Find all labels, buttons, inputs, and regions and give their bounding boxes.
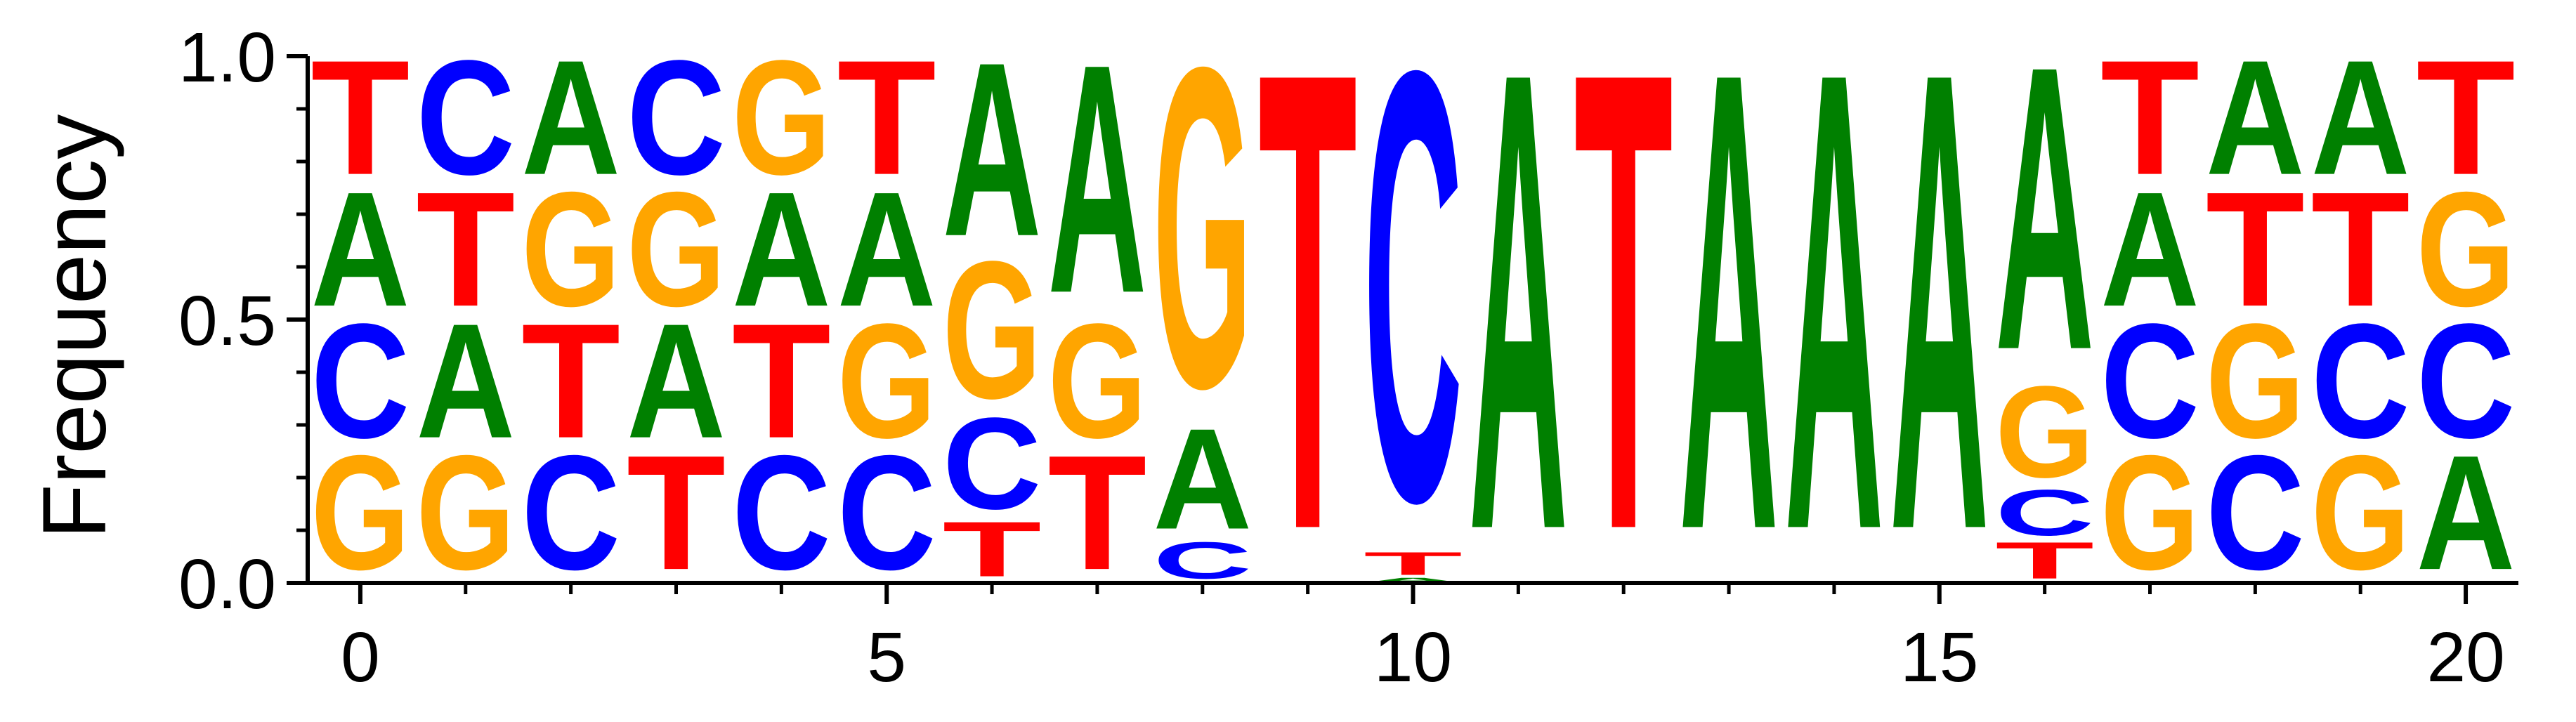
logo-letter-A-pos-14: A bbox=[1784, 0, 1883, 666]
logo-letter-G-pos-18: G bbox=[2206, 290, 2305, 473]
logo-letter-C-pos-1: C bbox=[416, 27, 515, 209]
logo-letter-C-pos-4: C bbox=[732, 422, 831, 604]
logo-letter-T-pos-7: T bbox=[1047, 421, 1146, 604]
y-tick-label-0.5: 0.5 bbox=[178, 282, 276, 360]
logo-letter-C-pos-3: C bbox=[627, 27, 726, 209]
logo-letter-C-pos-19: C bbox=[2311, 290, 2410, 472]
logo-letter-G-pos-17: G bbox=[2100, 421, 2199, 604]
logo-letter-A-pos-17: A bbox=[2100, 159, 2199, 341]
logo-letter-C-pos-8: C bbox=[1153, 532, 1252, 590]
logo-letter-T-pos-16: T bbox=[1995, 532, 2094, 590]
logo-letter-G-pos-1: G bbox=[416, 421, 515, 604]
logo-letter-T-pos-1: T bbox=[416, 158, 515, 341]
logo-letter-T-pos-2: T bbox=[521, 290, 620, 473]
logo-letter-A-pos-4: A bbox=[732, 159, 831, 341]
logo-letter-G-pos-5: G bbox=[837, 290, 936, 473]
logo-letter-A-pos-0: A bbox=[310, 159, 410, 341]
x-tick-label-20: 20 bbox=[2426, 618, 2504, 697]
logo-letter-G-pos-16: G bbox=[1995, 359, 2094, 505]
logo-letter-C-pos-17: C bbox=[2100, 290, 2199, 472]
logo-letter-T-pos-17: T bbox=[2100, 27, 2199, 209]
logo-letter-A-pos-1: A bbox=[416, 290, 515, 472]
logo-letter-C-pos-10: C bbox=[1364, 0, 1463, 630]
y-tick-label-1.0: 1.0 bbox=[178, 18, 276, 97]
logo-letter-C-pos-6: C bbox=[943, 390, 1042, 537]
logo-letter-T-pos-5: T bbox=[837, 27, 936, 209]
logo-letter-T-pos-0: T bbox=[310, 27, 410, 209]
logo-letter-T-pos-6: T bbox=[943, 506, 1042, 593]
logo-letter-C-pos-20: C bbox=[2417, 290, 2516, 472]
logo-letter-G-pos-7: G bbox=[1047, 290, 1146, 473]
logo-letter-C-pos-0: C bbox=[310, 290, 410, 472]
logo-letter-A-pos-15: A bbox=[1890, 0, 1989, 666]
logo-letter-T-pos-9: T bbox=[1258, 0, 1357, 666]
logo-letter-A-pos-5: A bbox=[837, 159, 936, 341]
logo-letter-G-pos-2: G bbox=[521, 158, 620, 341]
x-tick-label-5: 5 bbox=[867, 618, 906, 697]
logo-letter-A-pos-10: A bbox=[1364, 577, 1463, 584]
logo-letter-G-pos-8: G bbox=[1153, 0, 1252, 483]
logo-letter-T-pos-10: T bbox=[1364, 546, 1463, 582]
logo-letter-A-pos-11: A bbox=[1469, 0, 1568, 666]
logo-letter-C-pos-2: C bbox=[521, 422, 620, 604]
logo-letter-T-pos-20: T bbox=[2417, 27, 2516, 209]
logo-letter-G-pos-6: G bbox=[943, 220, 1042, 439]
logo-letter-G-pos-4: G bbox=[732, 27, 831, 209]
logo-letter-C-pos-16: C bbox=[1995, 477, 2094, 549]
logo-letter-A-pos-2: A bbox=[521, 27, 620, 209]
x-tick-label-0: 0 bbox=[341, 618, 380, 697]
logo-letter-C-pos-5: C bbox=[837, 422, 936, 604]
logo-letter-G-pos-3: G bbox=[627, 158, 726, 341]
logo-letter-T-pos-19: T bbox=[2311, 158, 2410, 341]
logo-letter-G-pos-0: G bbox=[310, 421, 410, 604]
logo-letter-A-pos-6: A bbox=[943, 12, 1042, 289]
logo-letter-C-pos-18: C bbox=[2206, 422, 2305, 604]
logo-letter-G-pos-19: G bbox=[2311, 421, 2410, 604]
logo-letter-T-pos-12: T bbox=[1574, 0, 1673, 666]
logo-letter-A-pos-16: A bbox=[1995, 0, 2094, 435]
logo-letter-A-pos-8: A bbox=[1153, 399, 1252, 559]
logo-letter-T-pos-3: T bbox=[627, 421, 726, 604]
axes: 0.0 0.5 1.0 0 5 10 15 20 bbox=[178, 18, 2518, 697]
logo-letter-G-pos-20: G bbox=[2417, 158, 2516, 341]
logo-letter-T-pos-18: T bbox=[2206, 158, 2305, 341]
x-tick-label-15: 15 bbox=[1900, 618, 1978, 697]
x-tick-label-10: 10 bbox=[1374, 618, 1452, 697]
y-axis-label: Frequency bbox=[25, 114, 125, 539]
logo-letter-A-pos-7: A bbox=[1047, 0, 1146, 361]
logo-letter-A-pos-18: A bbox=[2206, 27, 2305, 209]
logo-letter-T-pos-4: T bbox=[732, 290, 831, 473]
y-tick-label-0.0: 0.0 bbox=[178, 545, 276, 624]
logo-letter-A-pos-3: A bbox=[627, 290, 726, 472]
logo-letter-A-pos-13: A bbox=[1680, 0, 1779, 666]
logo-letter-A-pos-20: A bbox=[2417, 422, 2516, 604]
logo-letter-A-pos-19: A bbox=[2311, 27, 2410, 209]
